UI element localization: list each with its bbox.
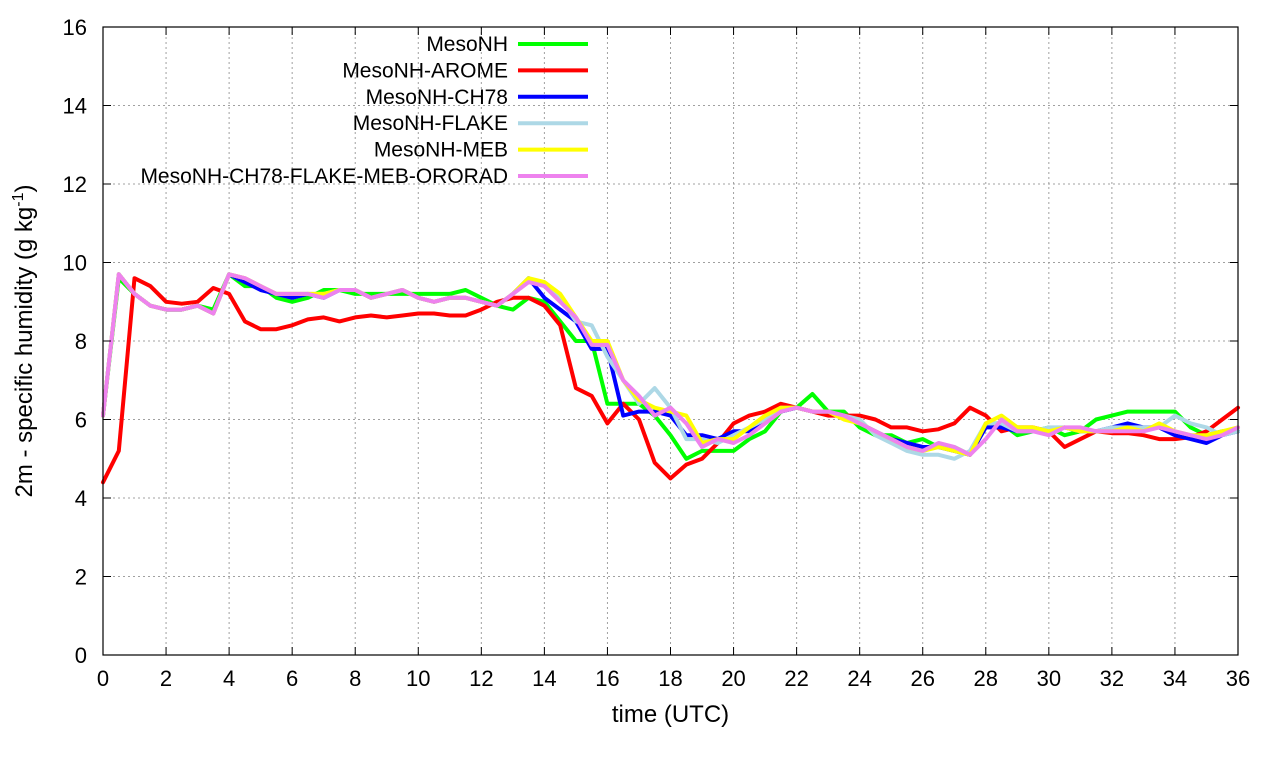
x-tick-label: 22 <box>784 666 808 691</box>
x-tick-label: 0 <box>97 666 109 691</box>
x-tick-label: 12 <box>469 666 493 691</box>
x-tick-label: 26 <box>910 666 934 691</box>
legend-label: MesoNH-AROME <box>342 59 508 82</box>
legend: MesoNH MesoNH-AROME MesoNH-CH78 MesoNH-FLAK… <box>140 33 588 188</box>
x-tick-label: 20 <box>721 666 745 691</box>
x-axis-label: time (UTC) <box>612 701 729 728</box>
legend-label: MesoNH-CH78 <box>366 86 508 109</box>
x-tick-label: 8 <box>349 666 361 691</box>
y-tick-label: 12 <box>63 172 87 197</box>
x-tick-label: 16 <box>595 666 619 691</box>
x-tick-label: 36 <box>1226 666 1250 691</box>
y-tick-label: 8 <box>75 329 87 354</box>
axis-ticks: 0 2 4 6 8 10 12 14 16 18 20 22 24 26 28 30 32 34 360246810… <box>63 15 1251 691</box>
y-tick-label: 10 <box>63 251 87 276</box>
x-tick-label: 30 <box>1037 666 1061 691</box>
x-tick-label: 32 <box>1100 666 1124 691</box>
x-tick-label: 24 <box>847 666 871 691</box>
y-axis-label: 2m - specific humidity (g kg-1) <box>10 185 38 498</box>
series-line-6 <box>101 272 1240 457</box>
y-tick-label: 2 <box>75 565 87 590</box>
x-tick-label: 28 <box>974 666 998 691</box>
y-tick-label: 0 <box>75 643 87 668</box>
x-tick-label: 6 <box>286 666 298 691</box>
legend-label: MesoNH <box>426 33 508 56</box>
x-tick-label: 34 <box>1163 666 1187 691</box>
gridlines <box>103 27 1238 655</box>
x-tick-label: 2 <box>160 666 172 691</box>
y-tick-label: 14 <box>63 94 87 119</box>
x-tick-label: 10 <box>406 666 430 691</box>
series-line-4 <box>101 272 1240 461</box>
y-axis-label-unit-exponent: -1 <box>10 192 27 206</box>
x-tick-label: 4 <box>223 666 235 691</box>
legend-label: MesoNH-CH78-FLAKE-MEB-ORORAD <box>140 165 508 188</box>
series-line-1 <box>101 272 1240 461</box>
legend-label: MesoNH-MEB <box>374 139 508 162</box>
y-tick-label: 16 <box>63 15 87 40</box>
y-tick-label: 6 <box>75 408 87 433</box>
legend-label: MesoNH-FLAKE <box>353 112 508 135</box>
y-tick-label: 4 <box>75 486 87 511</box>
x-tick-label: 18 <box>658 666 682 691</box>
y-axis-label-close: ) <box>11 185 38 193</box>
y-axis-label-main: 2m - specific humidity (g kg <box>11 207 38 498</box>
series-lines <box>101 272 1240 485</box>
x-tick-label: 14 <box>532 666 556 691</box>
